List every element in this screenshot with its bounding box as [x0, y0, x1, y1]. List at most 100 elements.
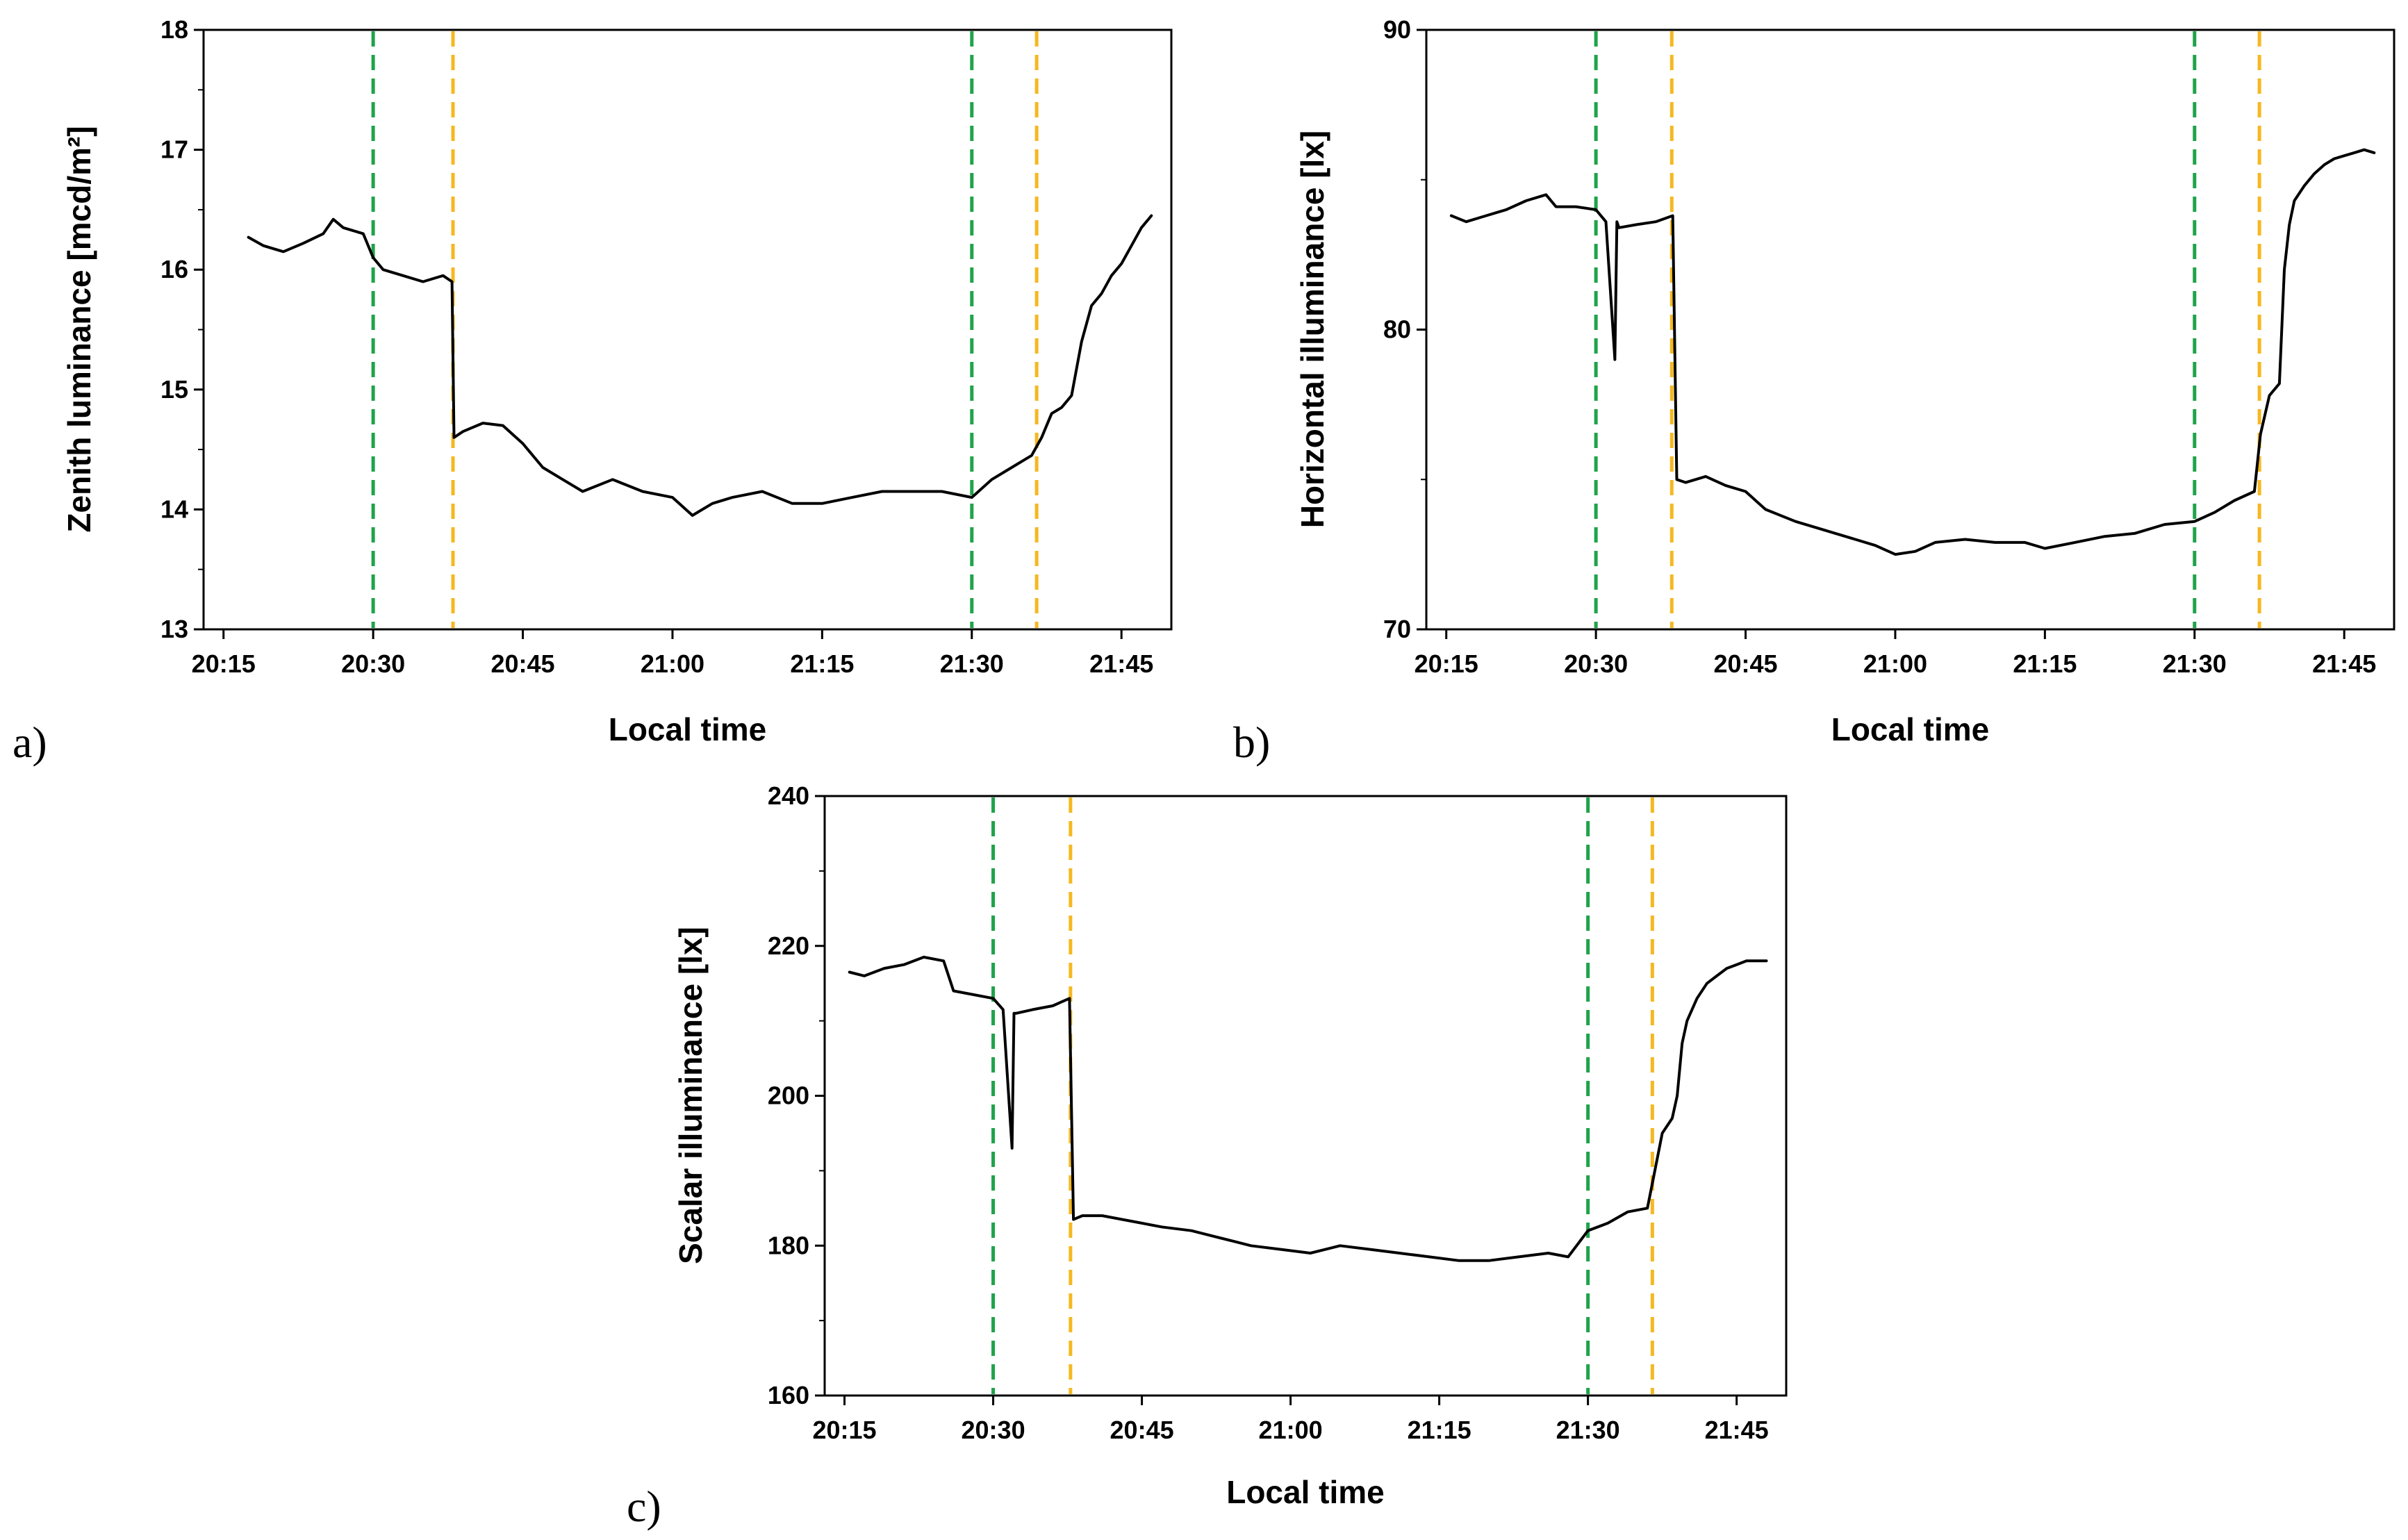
chart-c-data-point [1069, 997, 1070, 999]
chart-c-x-tick-label: 21:00 [1259, 1416, 1323, 1444]
chart-c-x-tick-label: 21:45 [1705, 1416, 1769, 1444]
chart-b-data-point [2373, 152, 2375, 154]
chart-a-x-tick-label: 20:45 [491, 649, 555, 678]
chart-a-data-point [482, 422, 484, 424]
chart-c-data-point [864, 975, 865, 977]
chart-c-data-point [1706, 983, 1708, 984]
chart-c-data-point [1681, 1043, 1683, 1044]
chart-a-data-point [971, 497, 973, 498]
chart-c-data-point [1073, 1219, 1074, 1220]
chart-a-data-point [522, 443, 523, 444]
chart-b-data-point [1934, 542, 1936, 543]
chart-b-data-point [2289, 224, 2290, 225]
chart-c-data-point [1121, 1219, 1123, 1220]
chart-c-x-tick-label: 20:30 [962, 1416, 1025, 1444]
chart-a-data-point [821, 503, 823, 504]
chart-c-data-point [1280, 1249, 1281, 1250]
chart-c-data-point [1548, 1252, 1549, 1254]
chart-c-data-point [1736, 964, 1738, 966]
chart-c-panel-tag: c) [627, 1482, 661, 1531]
chart-b-data-point [1895, 554, 1896, 555]
chart-a-y-tick-label: 15 [160, 375, 188, 404]
chart-a-data-point [1131, 245, 1132, 247]
chart-c-data-point [973, 994, 974, 995]
chart-c-series-line [848, 955, 1768, 1262]
chart-a-data-point [1121, 263, 1122, 265]
chart-c-y-tick-label: 220 [768, 932, 809, 960]
chart-a-data-point [732, 497, 733, 498]
chart-a-x-tick-label: 20:30 [341, 649, 405, 678]
chart-b-x-tick-label: 21:00 [1863, 649, 1927, 678]
chart-a-data-point [991, 479, 992, 480]
chart-a-data-point [1151, 215, 1152, 216]
chart-c-y-tick-label: 180 [768, 1231, 809, 1259]
chart-a-x-tick-label: 21:45 [1089, 649, 1153, 678]
chart-a-data-point [263, 245, 264, 247]
chart-a-x-tick-label: 21:30 [940, 649, 1004, 678]
chart-a-data-point [248, 237, 249, 238]
chart-b-data-point [1672, 215, 1674, 216]
chart-c-data-point [903, 964, 905, 966]
chart-b-y-tick-label: 70 [1383, 615, 1411, 643]
chart-c-x-tick-label: 20:45 [1110, 1416, 1174, 1444]
chart-a-x-tick-label: 21:15 [790, 649, 854, 678]
chart-c-data-point [1458, 1260, 1460, 1261]
chart-b-data-point [1595, 209, 1597, 210]
chart-a-y-tick-label: 14 [160, 495, 188, 523]
chart-c-data-point [1310, 1252, 1311, 1254]
chart-b: 70 80 90 20:15 20:30 20:45 21:00 21:15 21:30 21:4… [1233, 15, 2395, 767]
chart-a-data-point [502, 425, 504, 427]
chart-a-data-point [711, 503, 713, 504]
chart-b-x-tick-label: 20:15 [1415, 649, 1478, 678]
chart-b-data-point [1824, 530, 1826, 531]
chart-b-data-point [1725, 485, 1726, 486]
chart-a-data-point [1081, 341, 1082, 342]
chart-c-data-point [1627, 1211, 1628, 1213]
chart-c-data-point [1647, 1207, 1648, 1209]
chart-a-series-line [247, 214, 1153, 517]
panels: 13 14 15 16 17 18 20:15 20:30 20:45 21:00 21:15 21:… [13, 15, 2395, 1531]
chart-b-data-point [1485, 215, 1487, 216]
chart-b-data-point [1676, 479, 1677, 480]
chart-b-data-point [1635, 224, 1637, 225]
chart-a-data-point [761, 491, 763, 492]
chart-b-x-tick-label: 20:30 [1564, 649, 1628, 678]
chart-b-series-line [1449, 148, 2376, 556]
chart-a-data-point [1111, 275, 1112, 276]
chart-b-data-point [1795, 521, 1796, 522]
chart-c-y-tick-label: 200 [768, 1082, 809, 1110]
chart-a-x-axis-label: Local time [609, 711, 767, 747]
chart-b-x-tick-label: 20:45 [1714, 649, 1778, 678]
chart-a-data-point [322, 233, 324, 234]
chart-b-x-tick-label: 21:45 [2312, 649, 2376, 678]
chart-b-data-point [2164, 524, 2166, 525]
chart-b-panel-tag: b) [1233, 718, 1270, 767]
chart-a-data-point [343, 227, 344, 229]
chart-b-data-point [2024, 542, 2026, 543]
chart-c-data-point [1726, 968, 1727, 969]
chart-c-data-point [1653, 1177, 1654, 1179]
chart-c-plot-frame [823, 795, 1788, 1397]
chart-b-plot-frame [1425, 28, 2395, 631]
chart-a-data-point [941, 491, 943, 492]
chart-a-data-point [372, 257, 374, 258]
chart-a-data-point [1031, 455, 1032, 456]
chart-a-data-point [692, 515, 693, 516]
chart-c: 160 180 200 220 240 20:15 20:30 20:45 21:00 21:15… [627, 781, 1788, 1531]
chart-b-x-tick-label: 21:30 [2163, 649, 2227, 678]
chart-b-y-tick-label: 80 [1383, 315, 1411, 344]
chart-c-x-tick-label: 21:30 [1556, 1416, 1620, 1444]
chart-a-data-point [612, 479, 613, 480]
chart-a: 13 14 15 16 17 18 20:15 20:30 20:45 21:00 21:15 21:… [13, 15, 1173, 767]
chart-c-data-point [1339, 1245, 1341, 1246]
chart-a-x-tick-label: 21:00 [641, 649, 704, 678]
chart-c-y-tick-label: 160 [768, 1381, 809, 1409]
chart-b-y-axis-label: Horizontal illuminance [lx] [1294, 131, 1330, 529]
chart-a-data-point [642, 491, 643, 492]
chart-c-data-point [1488, 1260, 1490, 1261]
chart-a-data-point [791, 503, 793, 504]
chart-a-plot-frame [202, 28, 1173, 631]
chart-c-x-tick-label: 20:15 [812, 1416, 876, 1444]
chart-a-data-point [1041, 437, 1042, 438]
